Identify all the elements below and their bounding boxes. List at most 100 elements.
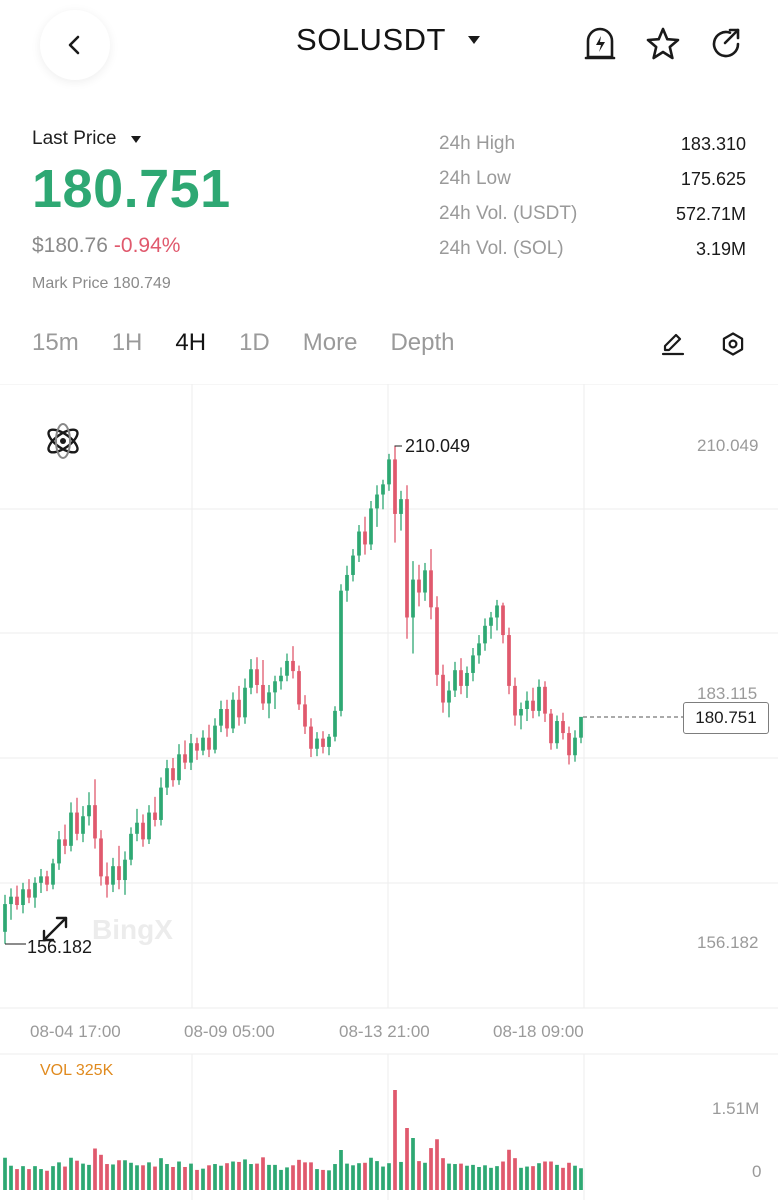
candle	[219, 709, 223, 726]
last-price-label: Last Price	[32, 128, 117, 149]
volume-bar	[387, 1163, 391, 1190]
usd-price-line: $180.76 -0.94%	[32, 234, 180, 258]
tab-4h[interactable]: 4H	[175, 329, 207, 356]
volume-bar	[3, 1157, 7, 1190]
candle	[189, 743, 193, 763]
kline-chart[interactable]: BingX 210.049 156.182 210.049 183.115 15…	[0, 384, 778, 1200]
candle	[525, 700, 529, 710]
volume-bar	[45, 1170, 49, 1190]
candle	[3, 904, 7, 932]
volume-bar	[87, 1164, 91, 1190]
candle	[153, 812, 157, 820]
star-icon	[646, 27, 680, 60]
brand-watermark: BingX	[92, 914, 173, 945]
volume-bar	[213, 1164, 217, 1190]
candle	[183, 754, 187, 763]
share-button[interactable]	[708, 24, 744, 64]
stat-24h-high: 24h High 183.310	[439, 131, 746, 166]
volume-bar	[255, 1163, 259, 1190]
candle	[561, 721, 565, 734]
volume-bar	[249, 1164, 253, 1190]
volume-bar	[99, 1154, 103, 1190]
volume-bar	[237, 1161, 241, 1190]
tab-15m[interactable]: 15m	[32, 329, 79, 356]
mark-price: Mark Price 180.749	[32, 275, 171, 292]
volume-bar	[441, 1158, 445, 1190]
candle	[147, 812, 151, 840]
interval-tabs: 15m 1H 4H 1D More Depth	[32, 329, 487, 357]
volume-bar	[231, 1161, 235, 1190]
tab-depth[interactable]: Depth	[390, 329, 455, 356]
candle	[519, 709, 523, 716]
volume-bar	[513, 1158, 517, 1190]
volume-bar	[81, 1163, 85, 1190]
volume-bar	[153, 1166, 157, 1190]
stat-value: 3.19M	[695, 239, 746, 259]
pair-selector[interactable]: SOLUSDT	[0, 22, 778, 58]
volume-bar	[423, 1162, 427, 1190]
settings-hexagon-icon	[722, 332, 744, 356]
tab-more[interactable]: More	[302, 329, 358, 356]
stat-label: 24h Vol. (SOL)	[439, 238, 564, 259]
back-button[interactable]	[40, 10, 110, 80]
volume-bar	[405, 1128, 409, 1190]
indicator-atom-icon[interactable]	[42, 420, 84, 462]
candle	[441, 674, 445, 703]
volume-bar	[111, 1164, 115, 1190]
candle	[351, 555, 355, 575]
tab-1d[interactable]: 1D	[239, 329, 270, 356]
top-bar: SOLUSDT	[0, 0, 778, 92]
volume-bar	[69, 1157, 73, 1190]
chart-settings-button[interactable]	[719, 330, 747, 358]
candle	[513, 685, 517, 716]
volume-bar	[309, 1162, 313, 1190]
x-axis-label: 08-04 17:00	[30, 1022, 121, 1041]
volume-bar	[219, 1165, 223, 1190]
volume-bar	[447, 1163, 451, 1190]
candle	[171, 768, 175, 781]
fullscreen-expand-icon[interactable]	[40, 914, 70, 944]
volume-axis-top: 1.51M	[712, 1099, 760, 1118]
candle	[297, 671, 301, 705]
stat-label: 24h High	[439, 133, 516, 154]
y-axis-label-mid: 183.115	[697, 684, 758, 703]
last-price-selector[interactable]: Last Price	[32, 128, 142, 150]
share-icon	[712, 28, 740, 58]
candle	[267, 692, 271, 704]
candle	[159, 787, 163, 820]
candle	[111, 866, 115, 885]
last-price-value: 180.751	[32, 159, 231, 219]
volume-bar	[303, 1162, 307, 1190]
volume-bar	[15, 1169, 19, 1190]
draw-tool-button[interactable]	[659, 330, 687, 358]
volume-indicator-label[interactable]: VOL 325K	[40, 1062, 114, 1079]
candle	[201, 737, 205, 751]
price-alert-button[interactable]	[582, 24, 618, 64]
volume-bar	[549, 1161, 553, 1190]
favorite-button[interactable]	[645, 24, 681, 64]
candle	[477, 643, 481, 656]
stat-24h-low: 24h Low 175.625	[439, 166, 746, 201]
volume-bar	[195, 1169, 199, 1190]
volume-bar	[207, 1165, 211, 1190]
volume-bar	[375, 1161, 379, 1190]
volume-bar	[531, 1166, 535, 1190]
candlestick-chart[interactable]	[0, 384, 778, 1200]
candle	[369, 508, 373, 545]
y-axis-label-top: 210.049	[697, 436, 759, 455]
volume-bar	[525, 1166, 529, 1190]
candle	[405, 499, 409, 618]
candle	[543, 686, 547, 714]
candle	[261, 684, 265, 704]
candle	[423, 570, 427, 593]
volume-bar	[351, 1165, 355, 1190]
volume-bar	[483, 1165, 487, 1190]
candle	[135, 822, 139, 834]
volume-bar	[243, 1159, 247, 1190]
volume-bar	[225, 1163, 229, 1190]
tab-1h[interactable]: 1H	[111, 329, 143, 356]
candle	[357, 531, 361, 556]
volume-bar	[21, 1166, 25, 1190]
volume-bar	[543, 1161, 547, 1190]
y-axis-label-low: 156.182	[697, 933, 759, 952]
